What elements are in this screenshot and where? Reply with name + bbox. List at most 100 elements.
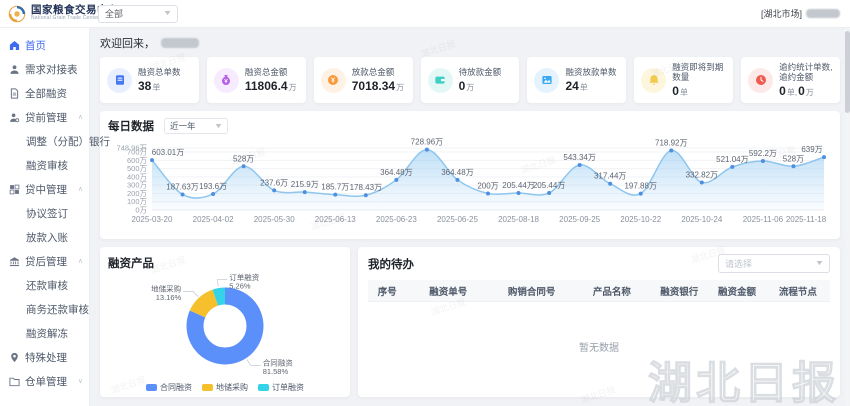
chart-point	[455, 177, 460, 182]
chevron-up-icon: ∧	[77, 186, 83, 193]
svg-text:528万: 528万	[233, 154, 254, 163]
stat-unit: 万	[288, 82, 297, 92]
svg-text:748.96万: 748.96万	[117, 144, 148, 153]
stat-label: 放款总金额	[351, 67, 395, 78]
sidebar-item-需求对接表[interactable]: 需求对接表	[0, 57, 89, 81]
sidebar-item-label: 贷中管理	[25, 183, 67, 196]
chevron-up-icon: ∧	[77, 258, 83, 265]
svg-text:2025-11-18: 2025-11-18	[786, 215, 827, 224]
donut-slice-合同融资	[186, 287, 264, 365]
svg-text:193.6万: 193.6万	[199, 182, 227, 191]
sidebar-subitem-协议签订[interactable]: 协议签订	[26, 207, 68, 220]
logo-icon	[8, 5, 26, 23]
stat-unit: 万	[466, 82, 475, 92]
donut-legend: 合同融资 地储采购 订单融资	[108, 382, 342, 393]
sidebar-item-贷后管理[interactable]: 贷后管理 ∧	[0, 249, 89, 273]
donut-label: 订单融资 5.26%	[229, 272, 259, 291]
svg-text:300万: 300万	[127, 181, 148, 190]
scrollbar-thumb[interactable]	[845, 31, 850, 113]
svg-text:400万: 400万	[127, 172, 148, 181]
chevron-down-icon: ▼	[213, 122, 224, 130]
legend-item-地储采购[interactable]: 地储采购	[202, 382, 248, 393]
sidebar-item-特殊处理[interactable]: 特殊处理	[0, 345, 89, 369]
sidebar-subitem-还款审核[interactable]: 还款审核	[26, 279, 68, 292]
chart-point	[211, 191, 216, 196]
scrollbar	[845, 28, 850, 406]
svg-text:100万: 100万	[127, 197, 148, 206]
legend-swatch-icon	[146, 384, 157, 391]
svg-text:603.01万: 603.01万	[152, 148, 184, 157]
sidebar-item-首页[interactable]: 首页	[0, 33, 89, 57]
sidebar-subitem-融资审核[interactable]: 融资审核	[26, 159, 68, 172]
region-label: [湖北市场]	[760, 9, 802, 19]
document-icon	[107, 67, 132, 93]
svg-text:364.48万: 364.48万	[441, 168, 473, 177]
stat-value: 38单	[138, 78, 161, 93]
coin-icon	[320, 67, 346, 93]
sidebar-subitem-商务还款审核[interactable]: 商务还款审核	[26, 303, 89, 316]
svg-text:185.7万: 185.7万	[321, 183, 349, 192]
sidebar-item-全部融资[interactable]: 全部融资	[0, 81, 89, 105]
sidebar-subitem-调整（分配）银行[interactable]: 调整（分配）银行	[26, 135, 110, 148]
stat-label: 融资总单数	[138, 67, 181, 78]
svg-text:2025-10-22: 2025-10-22	[620, 215, 661, 224]
legend-item-合同融资[interactable]: 合同融资	[146, 382, 192, 393]
sidebar-item-贷中管理[interactable]: 贷中管理 ∧	[0, 177, 89, 201]
wallet-icon	[427, 67, 453, 93]
table-header-融资金额: 融资金额	[717, 286, 756, 298]
svg-text:639万: 639万	[801, 145, 822, 154]
chart-point	[424, 147, 429, 152]
stat-unit: 单,	[786, 87, 798, 97]
svg-text:2025-05-30: 2025-05-30	[254, 215, 295, 224]
sidebar-nav: 首页 需求对接表 全部融资 贷前管理 ∧ 调整（分配）银行 融资审核贷中管理 ∧ 协议签订放款入…	[0, 33, 110, 393]
chart-point	[760, 158, 765, 163]
donut-label: 地储采购 13.16%	[151, 283, 181, 302]
svg-text:728.96万: 728.96万	[411, 138, 443, 147]
market-select[interactable]: 全部 ▼	[98, 4, 178, 23]
table-header-序号: 序号	[377, 286, 397, 298]
chart-point	[577, 163, 582, 168]
sidebar-subitem-放款入账[interactable]: 放款入账	[26, 231, 68, 244]
redacted-welcome-name	[161, 38, 199, 48]
bank-icon	[9, 256, 20, 267]
sidebar-subitem-融资解冻[interactable]: 融资解冻	[26, 327, 68, 340]
svg-text:2025-06-13: 2025-06-13	[315, 215, 356, 224]
products-chart-title: 融资产品	[108, 258, 154, 270]
image-icon	[534, 67, 560, 93]
stat-card-融资放款单数: 融资放款单数 24单	[527, 57, 627, 103]
stat-card-融资总单数: 融资总单数 38单	[100, 57, 199, 103]
svg-text:2025-11-06: 2025-11-06	[743, 215, 784, 224]
date-range-select[interactable]: 近一年 ▼	[164, 118, 228, 134]
daily-data-card: 每日数据 近一年 ▼ 0万 100万 200万 300万 400万 500万 600万 700…	[100, 111, 840, 239]
money-bag-icon	[213, 67, 239, 93]
sidebar-item-label: 贷后管理	[25, 255, 67, 268]
svg-text:317.44万: 317.44万	[594, 172, 626, 181]
chevron-down-icon: ∨	[77, 378, 83, 385]
legend-item-订单融资[interactable]: 订单融资	[258, 382, 304, 393]
app-logo: 国家粮食交易中心 National Grain Trade Center	[0, 5, 190, 23]
svg-text:215.9万: 215.9万	[291, 180, 319, 189]
svg-text:205.44万: 205.44万	[533, 181, 565, 190]
legend-label: 地储采购	[216, 383, 248, 392]
chevron-down-icon: ▼	[162, 10, 173, 17]
sidebar-item-仓单管理[interactable]: 仓单管理 ∨	[0, 369, 89, 393]
stat-label: 融资放款单数	[565, 67, 617, 78]
stat-card-逾约统计单数,逾约金额: 逾约统计单数,逾约金额 0单,0万	[741, 57, 841, 103]
todo-filter-select[interactable]: 请选择 ▼	[718, 254, 830, 273]
stat-value: 0单,0万	[779, 83, 814, 98]
stat-label: 待放款金额	[458, 67, 502, 78]
sidebar-item-label: 特殊处理	[25, 351, 67, 364]
table-header-购销合同号: 购销合同号	[507, 286, 556, 298]
svg-text:700万: 700万	[127, 148, 148, 157]
chart-point	[302, 190, 307, 195]
svg-text:2025-08-18: 2025-08-18	[498, 215, 539, 224]
clock-icon	[748, 67, 774, 93]
chart-point	[699, 180, 704, 185]
chevron-down-icon: ▼	[814, 260, 825, 267]
stat-card-待放款金额: 待放款金额 0万	[420, 57, 520, 103]
svg-text:200万: 200万	[477, 181, 498, 190]
main-content: 欢迎回来， 融资总单数 38单 融资总金额 11806.4万 放款总金额 7018.34万…	[90, 28, 850, 406]
sidebar-item-贷前管理[interactable]: 贷前管理 ∧	[0, 105, 89, 129]
chevron-up-icon: ∧	[77, 114, 83, 121]
svg-text:237.6万: 237.6万	[260, 178, 288, 187]
